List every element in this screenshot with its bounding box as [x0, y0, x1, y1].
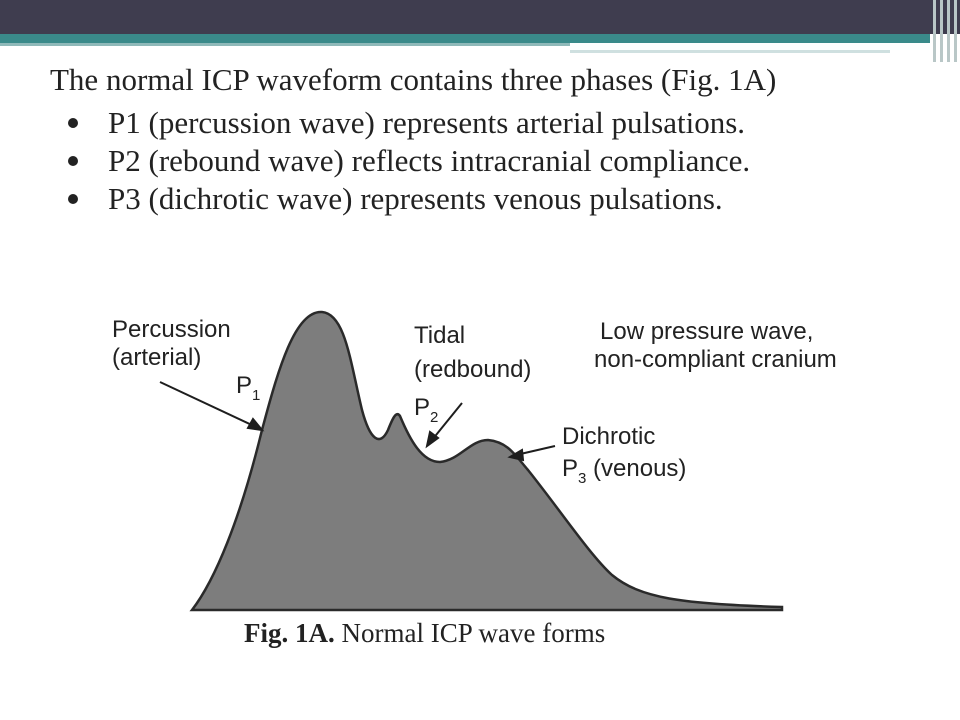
accent-band-light	[0, 43, 570, 46]
figure-caption: Fig. 1A. Normal ICP wave forms	[244, 618, 606, 648]
p1-marker: P1	[236, 372, 261, 404]
bullet-icon	[68, 156, 78, 166]
p1-arrow	[159, 381, 257, 428]
p3-label-line1: Dichrotic	[562, 423, 656, 450]
decorative-lines	[930, 0, 960, 62]
low-pressure-label: Low pressure wave, non-compliant cranium	[594, 318, 837, 374]
low-pressure-line1: Low pressure wave,	[600, 318, 814, 345]
p3-label: Dichrotic P3 (venous)	[562, 423, 687, 487]
p2-marker: P2	[414, 394, 439, 426]
icp-waveform	[189, 310, 784, 612]
p2-arrowhead	[425, 430, 440, 449]
bullet-icon	[68, 194, 78, 204]
low-pressure-line2: non-compliant cranium	[594, 346, 837, 373]
bullet-text: P2 (rebound wave) reflects intracranial …	[108, 143, 751, 178]
slide-text: The normal ICP waveform contains three p…	[50, 60, 910, 218]
p1-label-line2: (arterial)	[112, 344, 202, 371]
p1-label: Percussion (arterial)	[112, 316, 231, 372]
accent-band	[0, 34, 930, 43]
title-bar	[0, 0, 960, 34]
accent-line	[570, 50, 890, 53]
bullet-icon	[68, 118, 78, 128]
bullet-item: P2 (rebound wave) reflects intracranial …	[50, 142, 910, 180]
p2-label-line1: Tidal	[414, 322, 466, 349]
p2-label: Tidal (redbound)	[414, 322, 531, 384]
p3-arrowhead	[507, 448, 525, 462]
p3-label-line2: P3 (venous)	[562, 455, 687, 487]
bullet-list: P1 (percussion wave) represents arterial…	[50, 104, 910, 218]
p1-label-line1: Percussion	[112, 316, 231, 343]
p2-label-line2: (redbound)	[414, 356, 532, 383]
intro-text: The normal ICP waveform contains three p…	[50, 62, 777, 97]
p2-arrow	[431, 402, 463, 441]
bullet-text: P3 (dichrotic wave) represents venous pu…	[108, 181, 723, 216]
bullet-item: P3 (dichrotic wave) represents venous pu…	[50, 180, 910, 218]
bullet-item: P1 (percussion wave) represents arterial…	[50, 104, 910, 142]
p1-arrowhead	[246, 417, 265, 432]
bullet-text: P1 (percussion wave) represents arterial…	[108, 105, 746, 140]
